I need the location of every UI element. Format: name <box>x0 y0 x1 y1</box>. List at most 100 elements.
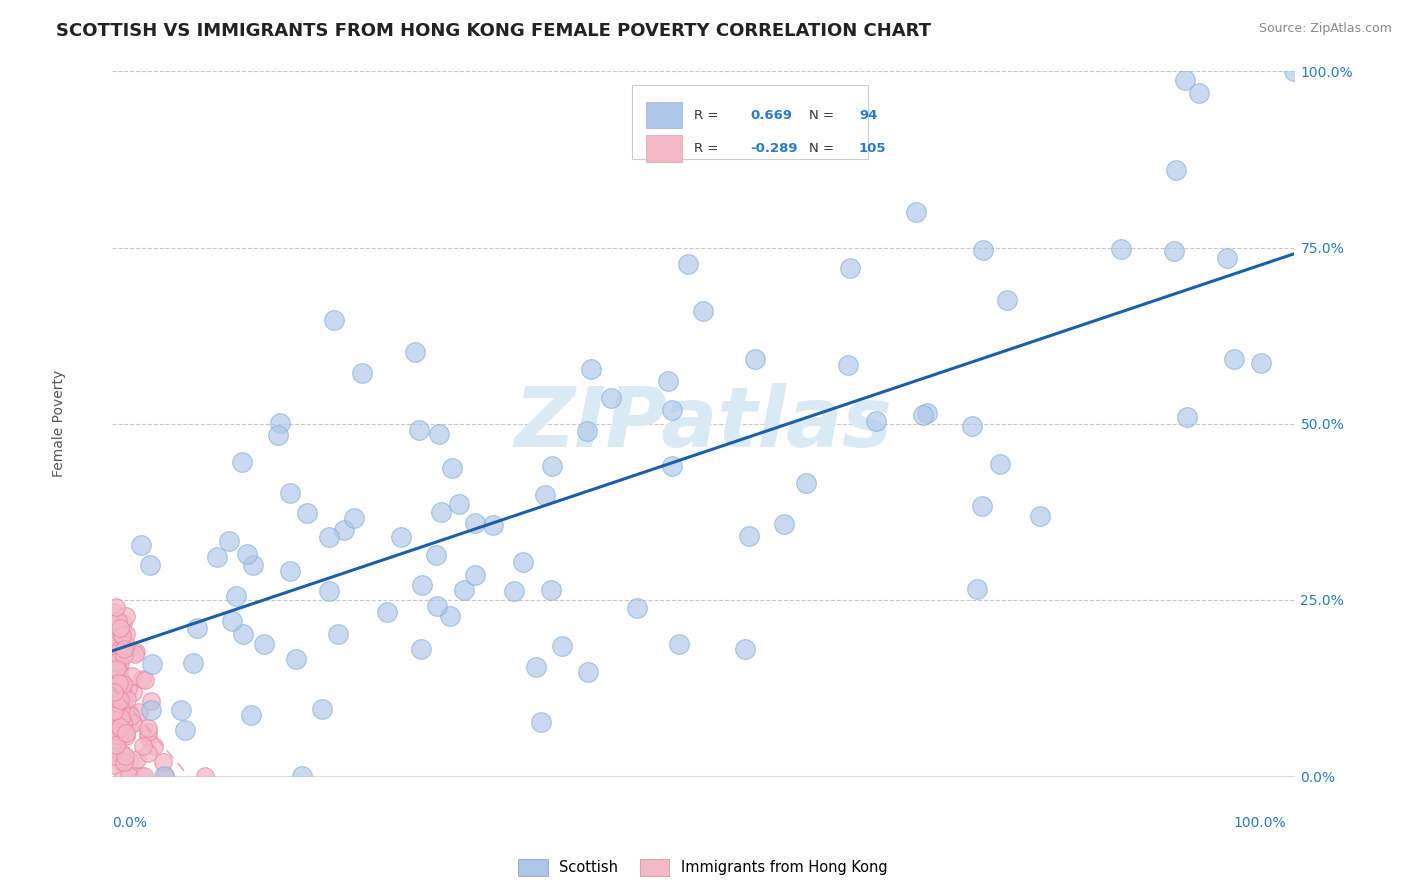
Point <box>668 637 690 651</box>
Point <box>676 257 699 271</box>
Point <box>439 609 461 624</box>
Point <box>837 358 859 372</box>
Point <box>127 752 149 766</box>
Point <box>115 720 138 734</box>
Point <box>512 555 534 569</box>
Point <box>103 672 125 686</box>
Point <box>579 361 602 376</box>
Text: Female Poverty: Female Poverty <box>52 370 66 477</box>
Text: SCOTTISH VS IMMIGRANTS FROM HONG KONG FEMALE POVERTY CORRELATION CHART: SCOTTISH VS IMMIGRANTS FROM HONG KONG FE… <box>56 22 931 40</box>
Point <box>112 642 135 657</box>
Point <box>236 547 259 561</box>
Point <box>142 739 165 754</box>
Point <box>107 690 129 704</box>
Point <box>104 701 127 715</box>
Point <box>194 769 217 783</box>
Point <box>131 538 153 552</box>
Point <box>107 680 129 694</box>
Point <box>110 745 132 759</box>
Point <box>105 655 128 669</box>
Text: R =: R = <box>693 142 718 155</box>
Point <box>105 706 128 720</box>
Point <box>139 558 162 572</box>
Point <box>115 709 138 723</box>
Point <box>112 755 135 769</box>
Text: Source: ZipAtlas.com: Source: ZipAtlas.com <box>1258 22 1392 36</box>
Point <box>253 637 276 651</box>
Point <box>104 657 127 672</box>
Text: N =: N = <box>810 142 834 155</box>
Point <box>411 577 433 591</box>
Point <box>103 701 125 715</box>
Point <box>181 656 204 670</box>
Point <box>103 630 125 644</box>
Point <box>121 669 143 683</box>
Point <box>103 758 125 772</box>
Point <box>141 703 163 717</box>
Point <box>966 582 988 597</box>
Point <box>103 724 125 739</box>
Point <box>738 529 761 543</box>
Point <box>103 712 125 726</box>
Point <box>112 769 135 783</box>
Point <box>239 708 262 723</box>
Point <box>108 675 131 690</box>
Point <box>915 406 938 420</box>
Point <box>972 243 994 257</box>
Point <box>124 647 146 661</box>
Point <box>125 644 148 658</box>
Legend: Scottish, Immigrants from Hong Kong: Scottish, Immigrants from Hong Kong <box>513 853 893 881</box>
Point <box>108 657 131 672</box>
Point <box>115 725 138 739</box>
Point <box>108 621 131 635</box>
Point <box>115 608 138 623</box>
Point <box>441 460 464 475</box>
Point <box>120 709 142 723</box>
Point <box>128 706 150 720</box>
Point <box>107 642 129 657</box>
Point <box>111 681 134 695</box>
Point <box>131 739 153 754</box>
Text: 0.0%: 0.0% <box>112 816 148 830</box>
Point <box>524 660 547 674</box>
Point <box>104 723 127 738</box>
Point <box>427 427 450 442</box>
Point <box>104 664 127 678</box>
Text: -0.289: -0.289 <box>751 142 797 155</box>
Point <box>134 673 156 687</box>
Point <box>1222 351 1244 366</box>
Point <box>111 677 134 691</box>
Point <box>326 627 349 641</box>
Point <box>118 769 141 783</box>
Point <box>115 638 138 652</box>
Point <box>269 416 291 430</box>
Point <box>108 633 131 648</box>
Point <box>121 684 143 698</box>
Point <box>132 769 155 783</box>
Point <box>108 652 131 666</box>
Point <box>103 699 125 714</box>
Point <box>111 715 134 730</box>
Point <box>794 476 817 491</box>
Point <box>105 682 128 697</box>
Point <box>464 516 486 530</box>
Point <box>657 374 679 388</box>
Text: R =: R = <box>693 109 718 121</box>
Point <box>426 599 449 614</box>
Point <box>111 628 134 642</box>
Point <box>242 558 264 572</box>
Point <box>104 738 127 752</box>
Point <box>103 676 125 690</box>
Point <box>105 599 128 614</box>
Point <box>131 673 153 687</box>
Point <box>103 676 125 690</box>
Point <box>152 755 174 769</box>
Point <box>105 692 128 706</box>
Point <box>141 657 163 671</box>
Point <box>267 428 290 442</box>
Point <box>453 582 475 597</box>
Point <box>103 745 125 759</box>
Point <box>110 693 132 707</box>
Point <box>481 517 503 532</box>
Point <box>278 565 301 579</box>
